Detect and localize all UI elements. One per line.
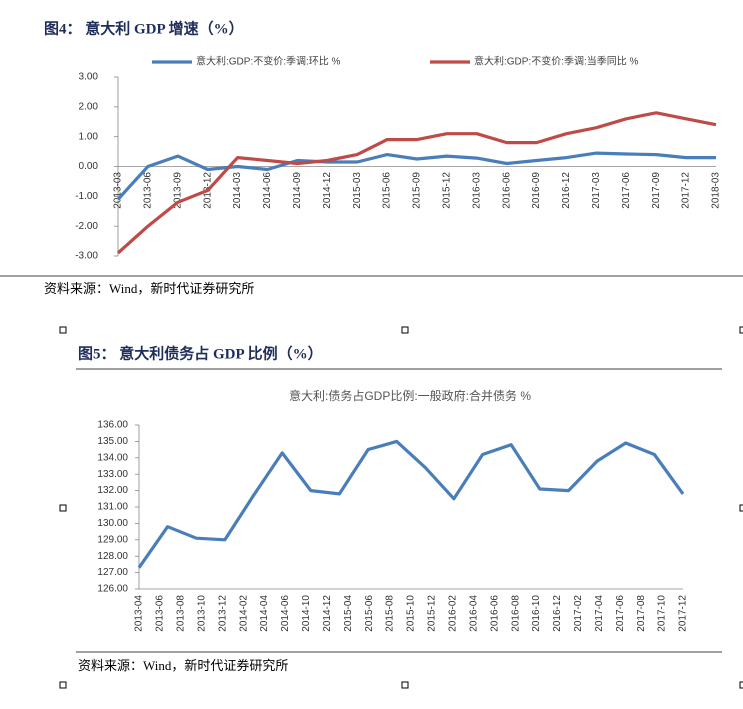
y-tick-label: 130.00 xyxy=(97,518,128,529)
x-tick-label: 2017-09 xyxy=(651,172,662,209)
x-tick-label: 2017-12 xyxy=(681,172,692,209)
y-tick-label: 128.00 xyxy=(97,551,128,562)
x-tick-label: 2017-04 xyxy=(594,595,605,632)
x-tick-label: 2016-06 xyxy=(501,172,512,209)
x-tick-label: 2015-09 xyxy=(412,172,423,209)
x-tick-label: 2017-10 xyxy=(657,595,668,632)
series-line xyxy=(116,151,716,201)
y-tick-label: 136.00 xyxy=(97,420,128,431)
y-tick-label: 135.00 xyxy=(97,436,128,447)
x-tick-label: 2014-12 xyxy=(322,172,333,209)
x-tick-label: 2016-02 xyxy=(447,595,458,632)
x-tick-label: 2013-12 xyxy=(217,595,228,632)
y-tick-label: 1.00 xyxy=(79,131,99,142)
y-tick-label: -1.00 xyxy=(75,191,98,202)
x-tick-label: 2013-06 xyxy=(155,595,166,632)
source-note: 资料来源：Wind，新时代证券研究所 xyxy=(78,658,288,673)
x-tick-label: 2017-06 xyxy=(615,595,626,632)
x-tick-label: 2013-09 xyxy=(172,172,183,209)
x-tick-label: 2013-04 xyxy=(134,595,145,632)
x-tick-label: 2014-04 xyxy=(259,595,270,632)
y-tick-label: 126.00 xyxy=(97,584,128,595)
x-tick-label: 2017-12 xyxy=(678,595,689,632)
x-tick-label: 2016-09 xyxy=(531,172,542,209)
x-tick-label: 2014-12 xyxy=(322,595,333,632)
x-tick-label: 2013-10 xyxy=(196,595,207,632)
handles xyxy=(59,326,743,689)
y-tick-label: 132.00 xyxy=(97,485,128,496)
x-tick-label: 2014-09 xyxy=(292,172,303,209)
figure-caption: 图4： 意大利 GDP 增速（%） xyxy=(44,19,244,37)
x-tick-label: 2013-03 xyxy=(113,172,124,209)
y-tick-label: 0.00 xyxy=(79,161,99,172)
x-tick-label: 2017-06 xyxy=(621,172,632,209)
chart-title: 意大利:债务占GDP比例:一般政府:合并债务 % xyxy=(289,388,531,403)
x-tick-label: 2016-08 xyxy=(510,595,521,632)
x-tick-label: 2014-03 xyxy=(232,172,243,209)
series-line xyxy=(116,111,717,255)
x-tick-label: 2015-03 xyxy=(352,172,363,209)
figure-caption: 图5： 意大利债务占 GDP 比例（%） xyxy=(78,344,323,362)
x-tick-label: 2016-06 xyxy=(489,595,500,632)
legend-label: 意大利:GDP:不变价:季调:环比 % xyxy=(196,55,341,68)
y-tick-label: 134.00 xyxy=(97,452,128,463)
y-tick-label: 2.00 xyxy=(79,101,99,112)
y-tick-label: 3.00 xyxy=(79,72,99,83)
y-tick-label: 127.00 xyxy=(97,567,128,578)
x-tick-label: 2015-06 xyxy=(364,595,375,632)
x-tick-label: 2016-12 xyxy=(561,172,572,209)
y-tick-label: -2.00 xyxy=(75,221,98,232)
x-tick-label: 2016-03 xyxy=(471,172,482,209)
series-line xyxy=(137,439,685,569)
y-tick-label: -3.00 xyxy=(75,251,98,262)
x-tick-label: 2017-03 xyxy=(591,172,602,209)
x-tick-label: 2015-10 xyxy=(406,595,417,632)
x-tick-label: 2015-12 xyxy=(427,595,438,632)
y-tick-label: 133.00 xyxy=(97,469,128,480)
source-note: 资料来源：Wind，新时代证券研究所 xyxy=(44,281,254,296)
x-tick-label: 2015-12 xyxy=(442,172,453,209)
x-tick-label: 2016-04 xyxy=(468,595,479,632)
y-tick-label: 129.00 xyxy=(97,534,128,545)
x-tick-label: 2014-06 xyxy=(280,595,291,632)
x-tick-label: 2016-10 xyxy=(531,595,542,632)
y-tick-label: 131.00 xyxy=(97,502,128,513)
x-tick-label: 2014-06 xyxy=(262,172,273,209)
x-tick-label: 2015-08 xyxy=(385,595,396,632)
x-tick-label: 2016-12 xyxy=(552,595,563,632)
x-tick-label: 2015-06 xyxy=(382,172,393,209)
x-tick-label: 2013-06 xyxy=(143,172,154,209)
x-tick-label: 2017-02 xyxy=(573,595,584,632)
x-tick-label: 2014-02 xyxy=(238,595,249,632)
x-tick-label: 2013-08 xyxy=(175,595,186,632)
x-tick-label: 2018-03 xyxy=(711,172,722,209)
x-tick-label: 2017-08 xyxy=(636,595,647,632)
x-tick-label: 2014-10 xyxy=(301,595,312,632)
legend-label: 意大利:GDP:不变价:季调:当季同比 % xyxy=(474,55,639,68)
x-tick-label: 2015-04 xyxy=(343,595,354,632)
